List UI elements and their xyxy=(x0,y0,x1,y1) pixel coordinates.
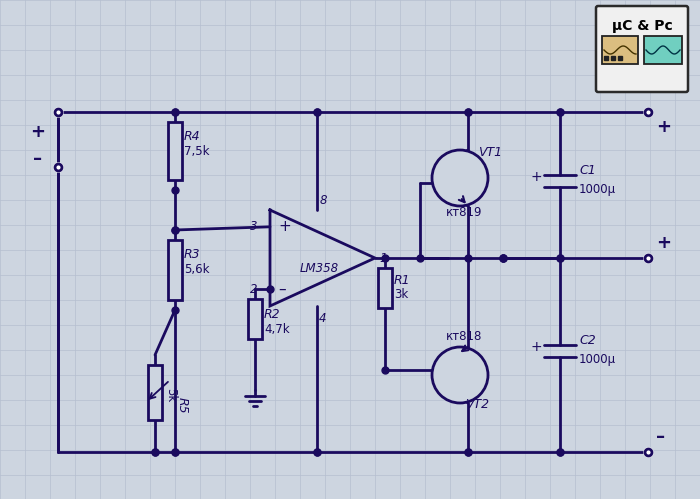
Bar xyxy=(168,122,182,180)
Text: –: – xyxy=(278,282,286,297)
Bar xyxy=(378,268,392,308)
Bar xyxy=(248,299,262,339)
Text: –: – xyxy=(656,428,665,446)
Text: R2: R2 xyxy=(264,308,281,321)
Text: VT2: VT2 xyxy=(465,399,489,412)
Text: +: + xyxy=(656,118,671,136)
Text: R5: R5 xyxy=(176,397,189,413)
Text: +: + xyxy=(530,340,542,354)
Text: 7,5k: 7,5k xyxy=(184,145,209,158)
Text: +: + xyxy=(530,170,542,184)
Text: R4: R4 xyxy=(184,131,201,144)
Text: –: – xyxy=(34,150,43,168)
Text: 2: 2 xyxy=(249,283,257,296)
Text: 5,6k: 5,6k xyxy=(184,262,209,275)
FancyBboxPatch shape xyxy=(596,6,688,92)
Text: +: + xyxy=(656,234,671,252)
Text: R3: R3 xyxy=(184,249,201,261)
Text: кт819: кт819 xyxy=(446,207,482,220)
Text: 5k: 5k xyxy=(164,388,177,402)
Text: µC & Pc: µC & Pc xyxy=(612,19,673,33)
Bar xyxy=(168,240,182,300)
FancyBboxPatch shape xyxy=(644,36,682,64)
Text: кт818: кт818 xyxy=(446,330,482,343)
Text: +: + xyxy=(31,123,46,141)
Text: C1: C1 xyxy=(579,165,596,178)
Bar xyxy=(148,365,162,420)
Text: +: + xyxy=(278,219,290,235)
Text: 3: 3 xyxy=(249,220,257,234)
Text: 1: 1 xyxy=(379,251,387,264)
Circle shape xyxy=(432,150,488,206)
Text: LM358: LM358 xyxy=(300,261,339,274)
Text: VT1: VT1 xyxy=(478,147,502,160)
Text: R1: R1 xyxy=(394,273,411,286)
Circle shape xyxy=(432,347,488,403)
Text: 1000µ: 1000µ xyxy=(579,352,616,365)
Text: 1000µ: 1000µ xyxy=(579,183,616,196)
Text: 8: 8 xyxy=(319,194,327,207)
Text: C2: C2 xyxy=(579,334,596,347)
Text: 4: 4 xyxy=(319,311,327,324)
FancyBboxPatch shape xyxy=(602,36,638,64)
Text: 3k: 3k xyxy=(394,288,408,301)
Text: 4,7k: 4,7k xyxy=(264,323,290,336)
